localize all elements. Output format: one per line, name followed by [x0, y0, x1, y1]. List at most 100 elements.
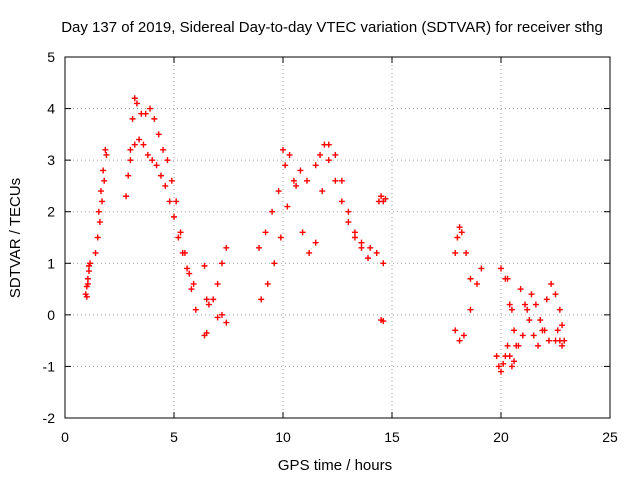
data-point	[467, 275, 474, 282]
data-point	[214, 280, 221, 287]
data-point	[506, 301, 513, 308]
data-point	[338, 198, 345, 205]
data-point	[123, 193, 130, 200]
data-point	[164, 157, 171, 164]
data-point	[223, 244, 230, 251]
y-tick-label: 5	[47, 49, 55, 65]
series-arc-9	[452, 224, 485, 344]
data-point	[521, 301, 528, 308]
data-point	[517, 286, 524, 293]
data-point	[367, 244, 374, 251]
data-point	[97, 188, 104, 195]
data-point	[131, 141, 138, 148]
data-point	[474, 280, 481, 287]
data-point	[463, 249, 470, 256]
data-point	[380, 260, 387, 267]
series-arc-8	[375, 193, 389, 325]
data-point	[293, 182, 300, 189]
data-point	[142, 110, 149, 117]
data-point	[508, 306, 515, 313]
data-point	[299, 229, 306, 236]
y-tick-label: -1	[43, 358, 56, 374]
data-point	[554, 327, 561, 334]
series-arc-7	[312, 141, 387, 267]
data-point	[332, 177, 339, 184]
data-point	[495, 363, 502, 370]
data-point	[282, 162, 289, 169]
data-point	[83, 293, 90, 300]
y-tick-label: 2	[47, 204, 55, 220]
data-point	[277, 234, 284, 241]
data-point	[286, 151, 293, 158]
x-tick-label: 15	[384, 429, 400, 445]
data-point	[526, 317, 533, 324]
data-point	[378, 193, 385, 200]
data-point	[478, 265, 485, 272]
data-point	[452, 249, 459, 256]
data-point	[101, 177, 108, 184]
data-point	[102, 146, 109, 153]
data-point	[133, 100, 140, 107]
data-point	[458, 229, 465, 236]
data-point	[306, 249, 313, 256]
data-point	[541, 327, 548, 334]
data-point	[203, 296, 210, 303]
data-point	[559, 322, 566, 329]
data-point	[358, 244, 365, 251]
data-point	[345, 219, 352, 226]
series-arc-10	[493, 275, 520, 375]
data-point	[515, 342, 522, 349]
data-point	[511, 358, 518, 365]
data-point	[319, 188, 326, 195]
data-point	[456, 224, 463, 231]
data-point	[312, 162, 319, 169]
x-tick-label: 5	[170, 429, 178, 445]
data-point	[498, 368, 504, 375]
data-point	[147, 105, 154, 112]
data-point	[351, 229, 358, 236]
data-point	[498, 265, 504, 272]
data-point	[175, 234, 182, 241]
data-point	[144, 151, 151, 158]
data-point	[543, 296, 550, 303]
data-point	[297, 167, 304, 174]
data-point	[519, 332, 526, 339]
data-point	[151, 115, 158, 122]
series-arc-1a	[82, 260, 94, 300]
data-point	[136, 136, 143, 143]
data-point	[99, 198, 106, 205]
data-point	[358, 239, 365, 246]
data-point	[223, 319, 230, 326]
data-point	[269, 208, 276, 215]
data-point	[345, 208, 352, 215]
data-point	[290, 177, 297, 184]
data-point	[160, 146, 167, 153]
data-point	[188, 286, 195, 293]
data-point	[317, 151, 324, 158]
data-point	[162, 182, 169, 189]
data-point	[456, 337, 463, 344]
data-point	[125, 172, 132, 179]
data-point	[92, 249, 99, 256]
data-point	[500, 360, 507, 367]
data-point	[262, 229, 269, 236]
data-point	[373, 249, 380, 256]
series-arc-6	[280, 141, 372, 262]
data-point	[365, 255, 372, 262]
data-point	[103, 151, 110, 158]
data-point	[312, 239, 319, 246]
y-tick-label: 0	[47, 307, 55, 323]
data-point	[454, 234, 461, 241]
data-point	[467, 306, 474, 313]
data-point	[506, 353, 513, 360]
data-point	[192, 306, 199, 313]
data-point	[157, 172, 164, 179]
data-point	[351, 234, 358, 241]
data-point	[94, 234, 101, 241]
x-tick-label: 20	[493, 429, 509, 445]
chart-title: Day 137 of 2019, Sidereal Day-to-day VTE…	[61, 19, 603, 36]
data-point	[166, 198, 173, 205]
data-point	[275, 188, 282, 195]
data-point	[96, 219, 103, 226]
data-point	[535, 342, 542, 349]
